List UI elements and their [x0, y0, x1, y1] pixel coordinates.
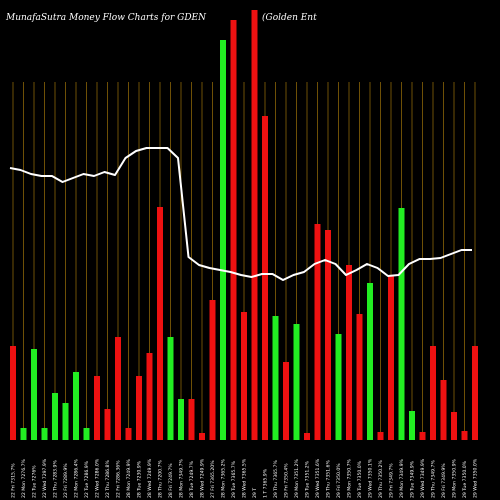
bar	[241, 312, 247, 440]
x-tick-label: 28 Mon 7249.9%	[126, 458, 132, 498]
bar	[388, 276, 394, 440]
x-tick-label: 22 Thu 7286.8%	[105, 460, 111, 498]
x-tick-label: 29 Tue 7350.0%	[357, 460, 363, 498]
bar	[314, 224, 321, 440]
bar	[125, 428, 132, 440]
x-tick-label: 22 Tue 7276%	[32, 465, 38, 498]
chart-title: MunafaSutra Money Flow Charts for GDEN	[5, 13, 207, 23]
x-tick-label: 29 T	[252, 488, 258, 498]
bar	[325, 230, 331, 440]
x-tick-label: 27 Fri 7365.20%	[210, 460, 216, 498]
x-tick-label: 29 Mon 7350.7%	[347, 458, 353, 498]
x-tick-label: 22 Mon 7286.4%	[74, 458, 80, 498]
x-tick-label: 29 Wed 7350.0%	[473, 458, 479, 498]
trend-line	[9, 147, 472, 281]
bar	[73, 372, 79, 440]
x-tick-label: 29 Fri 7350.4%	[284, 463, 290, 498]
x-tick-label: 29 Thu 7351.6%	[326, 460, 332, 498]
x-tick-label: 29 Thu 7365.7%	[273, 460, 279, 498]
bar	[10, 346, 16, 440]
x-tick-label: 29 Tue 7351.2%	[305, 460, 311, 498]
bar	[167, 337, 174, 440]
bar	[335, 334, 342, 440]
x-tick-label: 29 Thu 7349.7%	[431, 460, 437, 498]
x-tick-label: 28 Fri 7249.7%	[168, 463, 174, 498]
x-tick-label: 28 Mon 7365.2%	[221, 458, 227, 498]
bar	[262, 116, 268, 440]
x-tick-label: 29 Wed 7351.6%	[315, 458, 321, 498]
x-tick-label: 22 Fri 7286.36%	[116, 460, 122, 498]
x-tick-label: 29 Tue 7349.9%	[410, 460, 416, 498]
bar	[440, 380, 447, 440]
bar	[220, 40, 226, 440]
x-tick-label: 29 Mon 7350.9%	[452, 458, 458, 498]
x-tick-label: 29 Wed 7349.9%	[420, 458, 426, 498]
bar	[409, 411, 415, 440]
bar	[83, 428, 90, 440]
bar	[94, 376, 100, 440]
bar	[115, 337, 121, 440]
x-tick-label: 29 Thu 7350.2%	[378, 460, 384, 498]
bar	[367, 283, 373, 440]
bar	[178, 399, 184, 440]
x-tick-label: 29 Fri 7349.9%	[441, 463, 447, 498]
x-tick-label: 28 Wed 7249.9%	[147, 458, 153, 498]
bar	[272, 316, 279, 440]
bar	[31, 349, 37, 440]
x-tick-label: 22 Tue 7286.9%	[84, 460, 90, 498]
bar	[157, 207, 163, 440]
x-tick-label: 28 Mon 7349.7%	[179, 458, 185, 498]
bar	[104, 409, 111, 440]
x-tick-label: 29 Wed 7350.1%	[368, 458, 374, 498]
x-tick-label: 29 Fri 7350.0%	[336, 463, 342, 498]
bar	[472, 346, 478, 440]
trend-line-path	[9, 147, 472, 281]
bar	[304, 433, 310, 440]
bar	[283, 362, 289, 440]
bars	[10, 10, 478, 440]
x-tick-label: 28 Tue 7249.7%	[189, 460, 195, 498]
bar	[451, 412, 457, 440]
x-tick-label: 29 Mon 7351.2%	[294, 458, 300, 498]
x-tick-label: 29 Tue 7365.7%	[231, 460, 237, 498]
x-tick-label: 22 Thu 7283.9%	[53, 460, 59, 498]
bar	[20, 428, 27, 440]
x-tick-label: 28 Wed 7249.9%	[200, 458, 206, 498]
bar	[52, 393, 58, 440]
bar	[146, 353, 153, 440]
bar	[188, 399, 195, 440]
x-tick-label: 29 Fri 7349.7%	[389, 463, 395, 498]
bar	[251, 10, 258, 440]
x-tick-label: 22 Mon 7276.7%	[21, 458, 27, 498]
bar	[419, 432, 426, 440]
bar	[461, 431, 468, 440]
x-tick-labels: 22 Fri 7315.7% 22 Mon 7276.7% 22 Tue 7276%…	[11, 458, 479, 498]
bar	[41, 428, 48, 440]
x-tick-label: 22 Fri 7289.9%	[63, 463, 69, 498]
x-tick-label: 22 Fri 7315.7%	[11, 463, 17, 498]
x-tick-label: 29 Tue 7350.0%	[462, 460, 468, 498]
bar	[356, 314, 363, 440]
x-tick-label: 28 Thu 7200.7%	[158, 460, 164, 498]
x-tick-label: 22 Wed 7297.9%	[42, 458, 48, 498]
bar	[398, 208, 405, 440]
x-tick-label: 28 Wed 7365.5%	[242, 458, 248, 498]
x-tick-label: 29 Mon 7349.9%	[399, 458, 405, 498]
x-tick-label: 22 Wed 7286.0%	[95, 458, 101, 498]
x-tick-label: 1 T 7365.9%	[263, 468, 269, 498]
bar	[62, 403, 69, 440]
bar	[430, 346, 436, 440]
bar	[377, 432, 384, 440]
x-tick-label: 28 Tue 7230.9%	[137, 460, 143, 498]
bar	[346, 265, 352, 440]
bar	[293, 324, 300, 440]
chart-subtitle: (Golden Ent	[262, 12, 317, 23]
bar	[136, 376, 142, 440]
bar	[199, 433, 205, 440]
bar	[209, 300, 216, 440]
bar	[230, 20, 237, 440]
